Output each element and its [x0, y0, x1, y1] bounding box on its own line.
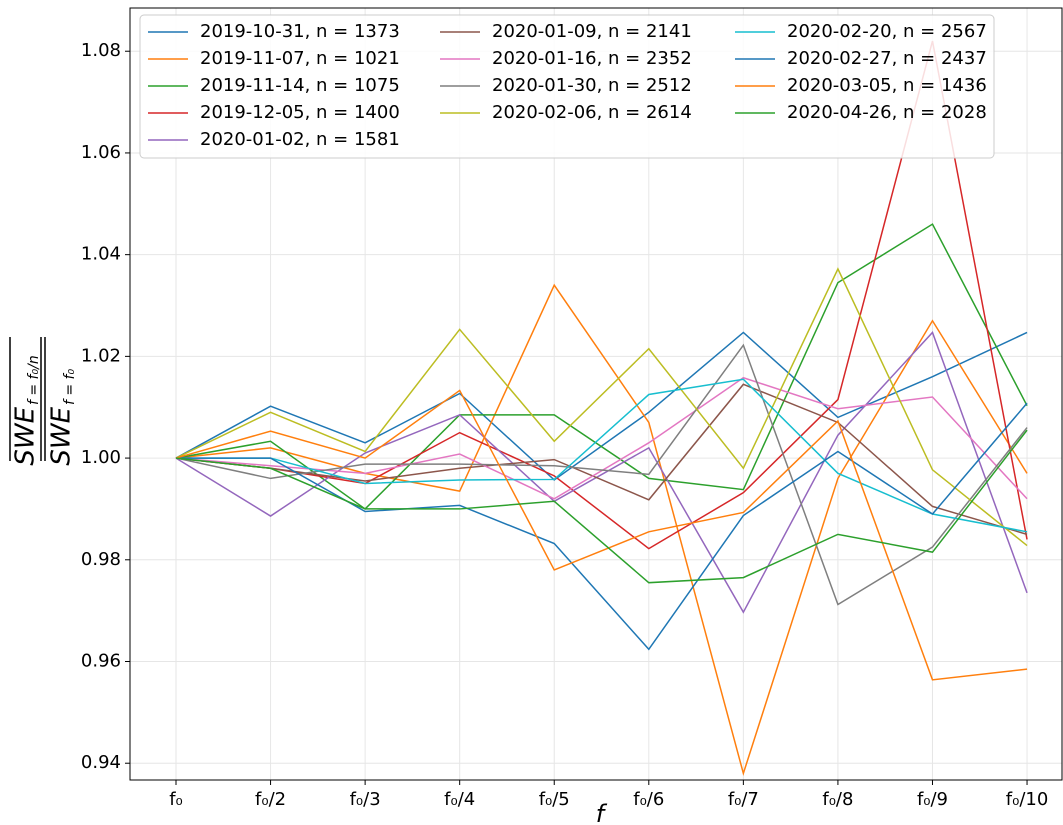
- legend-label: 2020-02-27, n = 2437: [787, 48, 987, 69]
- legend-label: 2019-11-14, n = 1075: [200, 75, 400, 96]
- y-label-denominator: SWE: [47, 406, 77, 465]
- legend-label: 2020-01-09, n = 2141: [492, 21, 692, 42]
- legend-label: 2020-01-30, n = 2512: [492, 75, 692, 96]
- series-line: [176, 402, 1028, 651]
- legend-label: 2020-02-06, n = 2614: [492, 102, 692, 123]
- x-tick-label: f₀/6: [633, 789, 664, 810]
- y-axis-label: SWE f = f₀/n SWE f = f₀: [9, 337, 78, 466]
- series-line: [175, 267, 1028, 547]
- y-tick-label: 1.02: [81, 345, 121, 366]
- x-tick-label: f₀/2: [255, 789, 286, 810]
- legend-label: 2020-01-02, n = 1581: [200, 129, 400, 150]
- series-line: [175, 389, 1028, 681]
- series-line: [175, 40, 1028, 550]
- legend-label: 2020-04-26, n = 2028: [787, 102, 987, 123]
- plot-frame: [129, 7, 1063, 781]
- x-tick-label: f₀/7: [728, 789, 759, 810]
- legend-label: 2019-11-07, n = 1021: [200, 48, 400, 69]
- legend-label: 2020-03-05, n = 1436: [787, 75, 987, 96]
- y-tick-label: 0.98: [81, 549, 121, 570]
- y-tick-label: 1.04: [81, 244, 121, 265]
- y-tick-label: 0.96: [81, 651, 121, 672]
- x-tick-label: f₀/8: [822, 789, 853, 810]
- series-line: [175, 429, 1028, 584]
- y-label-numerator-sub: f = f₀/n: [26, 355, 42, 405]
- y-label-numerator: SWE: [11, 406, 41, 465]
- x-tick-label: f₀: [169, 789, 183, 810]
- x-tick-label: f₀/9: [917, 789, 948, 810]
- y-tick-label: 0.94: [81, 752, 121, 773]
- series-line: [176, 378, 1028, 533]
- x-tick-label: f₀/3: [350, 789, 381, 810]
- legend-box: [139, 14, 995, 159]
- y-tick-label: 1.06: [81, 142, 121, 163]
- series-line: [175, 383, 1028, 536]
- y-tick-label: 1.08: [81, 40, 121, 61]
- y-label-denominator-sub: f = f₀: [62, 369, 78, 405]
- legend-label: 2019-10-31, n = 1373: [200, 21, 400, 42]
- legend: 2019-10-31, n = 1373 2019-11-07, n = 1021…: [139, 14, 995, 159]
- legend-label: 2020-01-16, n = 2352: [492, 48, 692, 69]
- x-tick-label: f₀/10: [1006, 789, 1049, 810]
- legend-label: 2020-02-20, n = 2567: [787, 21, 987, 42]
- legend-label: 2019-12-05, n = 1400: [200, 102, 400, 123]
- x-tick-label: f₀/4: [444, 789, 475, 810]
- x-tick-label: f₀/5: [539, 789, 570, 810]
- series-line: [175, 283, 1028, 777]
- series-line: [175, 376, 1028, 500]
- y-tick-label: 1.00: [81, 447, 121, 468]
- x-axis-label: f: [596, 800, 608, 825]
